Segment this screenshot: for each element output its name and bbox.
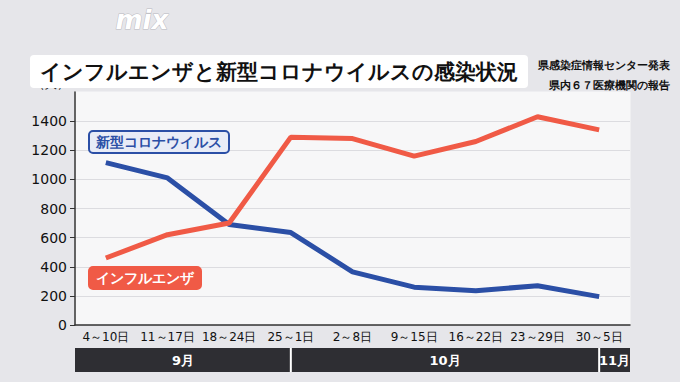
svg-text:9月: 9月 [172, 353, 194, 368]
svg-text:インフルエンザ: インフルエンザ [96, 270, 195, 286]
svg-text:18～24日: 18～24日 [202, 330, 257, 344]
svg-text:1200: 1200 [31, 142, 67, 158]
svg-text:9～15日: 9～15日 [391, 330, 438, 344]
svg-text:県感染症情報センター発表: 県感染症情報センター発表 [537, 59, 671, 72]
svg-text:1000: 1000 [31, 171, 67, 187]
svg-text:25～1日: 25～1日 [267, 330, 314, 344]
svg-text:11～17日: 11～17日 [140, 330, 195, 344]
svg-text:600: 600 [40, 230, 67, 246]
svg-text:新型コロナウイルス: 新型コロナウイルス [95, 134, 222, 150]
svg-text:1400: 1400 [31, 113, 67, 129]
svg-text:23～29日: 23～29日 [510, 330, 565, 344]
svg-text:200: 200 [40, 288, 67, 304]
svg-text:10月: 10月 [429, 353, 460, 368]
svg-text:2～8日: 2～8日 [333, 330, 372, 344]
svg-text:11月: 11月 [599, 353, 630, 368]
svg-text:4～10日: 4～10日 [82, 330, 129, 344]
svg-text:800: 800 [40, 201, 67, 217]
svg-text:mix: mix [116, 5, 170, 35]
svg-text:16～22日: 16～22日 [449, 330, 504, 344]
svg-text:インフルエンザと新型コロナウイルスの感染状況: インフルエンザと新型コロナウイルスの感染状況 [40, 60, 518, 84]
svg-text:県内６７医療機関の報告: 県内６７医療機関の報告 [548, 79, 670, 92]
svg-text:30～5日: 30～5日 [576, 330, 623, 344]
svg-text:400: 400 [40, 259, 67, 275]
svg-text:0: 0 [58, 317, 67, 333]
